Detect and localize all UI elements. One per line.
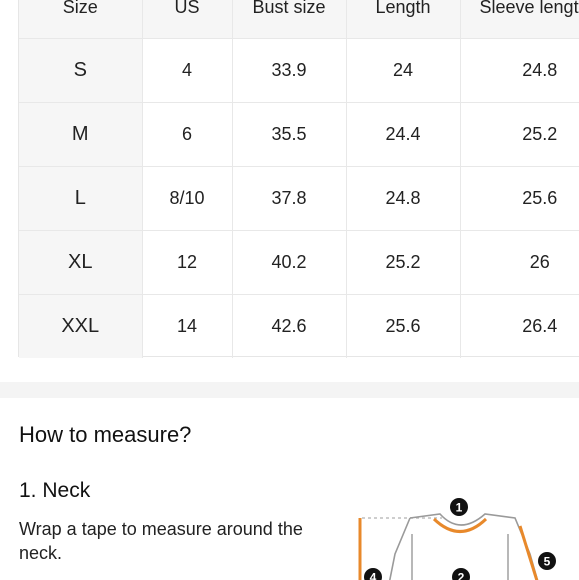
how-to-measure-heading: How to measure? [19,422,192,447]
length-cell: 24.4 [346,102,461,167]
length-cell: 25.6 [346,294,461,358]
sleeve-cell: 25.2 [460,102,579,167]
sleeve-cell: 26 [460,230,579,295]
neck-step-title: 1. Neck [19,479,91,502]
size-chart-table: Size US Bust size Length Sleeve length S… [19,0,579,358]
svg-text:2: 2 [458,571,465,580]
table-row: XXL 14 42.6 25.6 26.4 [19,294,579,358]
length-cell: 24.8 [346,166,461,231]
shirt-measure-diagram: 1 5 4 2 [358,498,556,580]
table-row: XL 12 40.2 25.2 26 [19,230,579,295]
table-row: S 4 33.9 24 24.8 [19,38,579,103]
size-chart-table-container: Size US Bust size Length Sleeve length S… [18,0,579,358]
header-bust-size: Bust size [232,0,347,39]
marker-1: 1 [450,498,468,516]
size-cell: L [19,166,143,231]
sleeve-cell: 24.8 [460,38,579,103]
header-sleeve-length: Sleeve length [460,0,579,39]
table-row: M 6 35.5 24.4 25.2 [19,102,579,167]
us-cell: 6 [142,102,233,167]
us-cell: 14 [142,294,233,358]
marker-4: 4 [364,568,382,580]
us-cell: 8/10 [142,166,233,231]
svg-text:5: 5 [544,555,551,569]
bust-cell: 40.2 [232,230,347,295]
header-us: US [142,0,233,39]
neck-measure-arc [432,517,488,533]
table-row: L 8/10 37.8 24.8 25.6 [19,166,579,231]
length-cell: 25.2 [346,230,461,295]
us-cell: 4 [142,38,233,103]
marker-5: 5 [538,552,556,570]
shirt-outline [409,513,539,580]
header-length: Length [346,0,461,39]
us-cell: 12 [142,230,233,295]
bust-cell: 33.9 [232,38,347,103]
section-divider [0,382,579,398]
size-cell: M [19,102,143,167]
header-size: Size [19,0,143,39]
table-header-row: Size US Bust size Length Sleeve length [19,0,579,39]
neck-step-description: Wrap a tape to measure around the neck. [19,519,303,563]
sleeve-cell: 26.4 [522,316,558,336]
marker-2: 2 [452,568,470,580]
bust-cell: 35.5 [232,102,347,167]
length-cell: 24 [346,38,461,103]
svg-text:1: 1 [456,501,463,515]
shirt-left-sleeve [388,517,411,580]
bust-cell: 37.8 [232,166,347,231]
svg-text:4: 4 [370,571,377,580]
sleeve-measure-line [518,525,539,580]
sleeve-cell: 25.6 [460,166,579,231]
size-cell: S [19,38,143,103]
bust-cell: 42.6 [232,294,347,358]
size-cell: XXL [19,294,143,358]
size-cell: XL [19,230,143,295]
